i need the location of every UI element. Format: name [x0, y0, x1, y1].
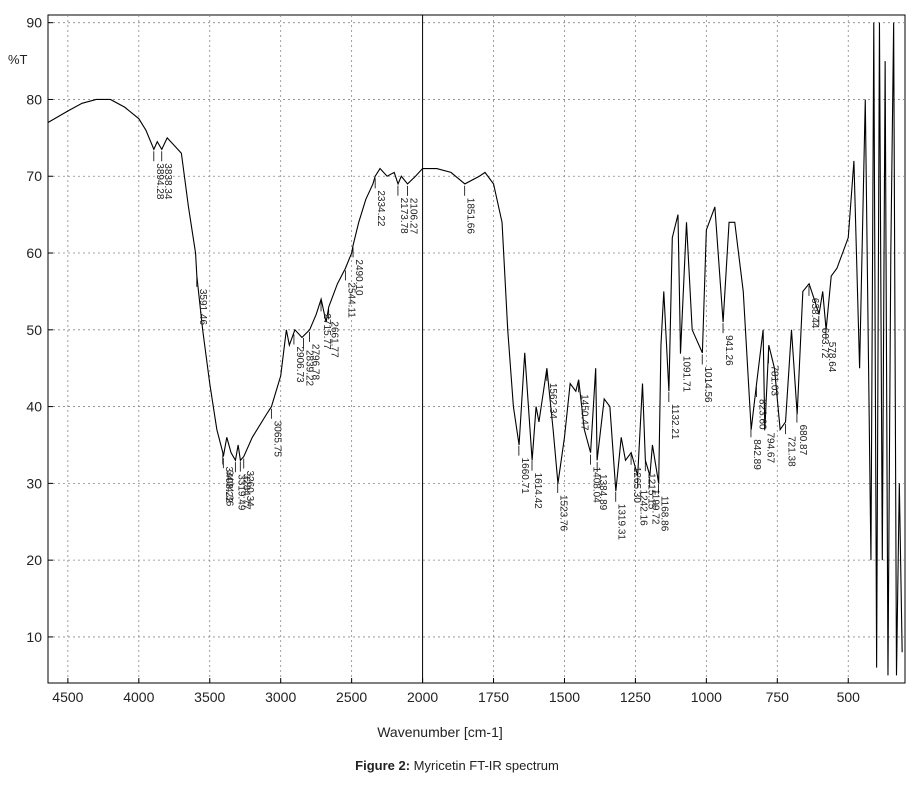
y-tick-label: 90 [26, 15, 42, 31]
peak-label: 2334.22 [375, 190, 386, 227]
peak-label: 3591.46 [197, 289, 208, 326]
y-tick-label: 50 [26, 322, 42, 338]
peak-label: 794.67 [765, 432, 776, 463]
x-tick-label: 4500 [52, 689, 83, 705]
peak-label: 3838.34 [162, 163, 173, 200]
caption-label: Figure 2: [355, 758, 410, 773]
peak-label: 2839.22 [304, 350, 315, 387]
peak-label: 1450.47 [579, 394, 590, 431]
peak-label: 2715.77 [321, 313, 332, 350]
plot-frame [47, 14, 906, 684]
peak-label: 2661.77 [329, 321, 340, 358]
peak-label: 941.26 [723, 335, 734, 366]
peak-label: 1242.16 [638, 490, 649, 527]
y-tick-label: 80 [26, 91, 42, 107]
peak-label: 3260.34 [244, 471, 255, 508]
x-tick-label: 1000 [691, 689, 722, 705]
caption: Figure 2: Myricetin FT-IR spectrum [355, 758, 559, 773]
x-tick-label: 1250 [620, 689, 651, 705]
peak-label: 1199.72 [650, 489, 661, 525]
x-tick-label: 3000 [265, 689, 296, 705]
x-tick-label: 2000 [407, 689, 438, 705]
peak-label: 1132.21 [669, 404, 680, 440]
peak-label: 1851.66 [465, 198, 476, 235]
peak-label: 578.64 [826, 342, 837, 373]
peak-label: 3404.36 [223, 470, 234, 507]
peak-label: 680.87 [797, 425, 808, 456]
peak-label: 2796.78 [310, 344, 321, 381]
peak-label: 1091.71 [680, 356, 691, 393]
peak-label: 638.44 [809, 298, 820, 329]
y-tick-label: 20 [26, 552, 42, 568]
peak-label: 2106.27 [408, 198, 419, 235]
peak-label: 1523.76 [558, 495, 569, 532]
x-axis-label: Wavenumber [cm-1] [377, 724, 503, 740]
peak-label: 1215.15 [645, 473, 656, 510]
peak-label: 1265.30 [631, 467, 642, 504]
peak-label: 1562.34 [547, 383, 558, 420]
peak-label: 3894.28 [154, 163, 165, 200]
peak-label: 2906.73 [294, 346, 305, 383]
x-tick-label: 1500 [549, 689, 580, 705]
x-tick-label: 3500 [194, 689, 225, 705]
peak-label: 1319.31 [616, 504, 627, 541]
y-tick-label: 40 [26, 399, 42, 415]
peak-label: 842.89 [751, 439, 762, 470]
peak-label: 3408.22 [223, 467, 234, 504]
x-tick-label: 2500 [336, 689, 367, 705]
peak-label: 1384.89 [597, 474, 608, 511]
y-tick-label: 30 [26, 475, 42, 491]
peak-label: 2544.11 [345, 282, 356, 318]
peak-label: 1614.42 [532, 473, 543, 510]
y-tick-label: 60 [26, 245, 42, 261]
x-tick-label: 750 [766, 689, 790, 705]
x-tick-label: 500 [837, 689, 861, 705]
peak-label: 1168.86 [658, 496, 669, 532]
y-axis-label: %T [8, 52, 28, 67]
x-tick-label: 1750 [478, 689, 509, 705]
spectrum-line [47, 22, 903, 676]
peak-label: 3065.75 [271, 421, 282, 458]
caption-text: Myricetin FT-IR spectrum [414, 758, 559, 773]
peak-label: 781.03 [768, 365, 779, 396]
peak-label: 1408.04 [591, 467, 602, 504]
peak-label: 2490.10 [353, 259, 364, 296]
peak-label: 2173.78 [398, 198, 409, 235]
peak-label: 3284.77 [240, 474, 251, 511]
peak-label: 603.72 [819, 328, 830, 359]
y-tick-label: 10 [26, 629, 42, 645]
peak-label: 823.60 [756, 399, 767, 430]
peak-label: 3319.49 [235, 474, 246, 511]
y-tick-label: 70 [26, 168, 42, 184]
peak-label: 1660.71 [519, 458, 530, 495]
x-tick-label: 4000 [123, 689, 154, 705]
peak-label: 721.38 [785, 436, 796, 467]
peak-label: 1014.56 [702, 366, 713, 403]
